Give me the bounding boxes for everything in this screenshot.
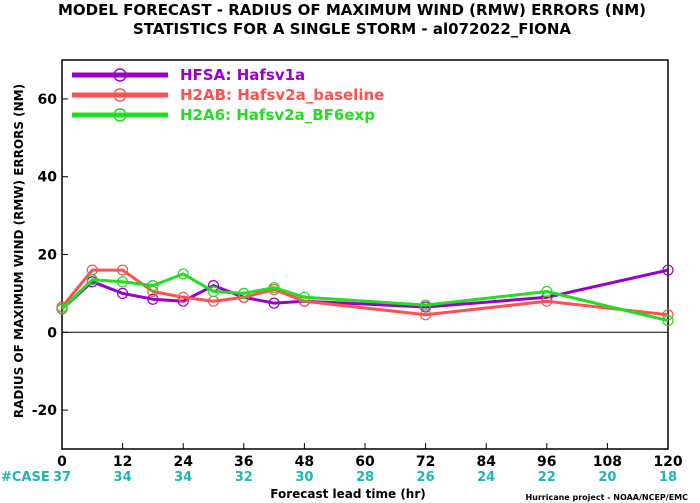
data-point — [207, 285, 220, 298]
legend-entry: H2AB: Hafsv2a_baseline — [180, 86, 384, 104]
y-tick-label: 60 — [38, 92, 58, 108]
y-tick-label: 40 — [38, 170, 58, 186]
legend-marker — [113, 88, 127, 102]
data-point — [238, 287, 250, 299]
case-label: #CASE — [1, 470, 50, 485]
case-count: 34 — [114, 470, 132, 485]
data-point — [116, 264, 129, 276]
legend-marker — [113, 108, 127, 122]
data-point — [147, 293, 159, 305]
data-point — [116, 276, 129, 288]
y-axis-label: RADIUS OF MAXIMUM WIND (RMW) ERRORS (NM) — [12, 84, 26, 418]
data-point — [268, 297, 280, 309]
plot-area: 0371234243436324830602872268424962210820… — [32, 59, 683, 485]
data-point — [268, 281, 280, 294]
case-count: 32 — [235, 470, 253, 485]
case-count: 28 — [356, 470, 374, 485]
case-count: 37 — [53, 470, 71, 485]
x-tick-label: 108 — [593, 454, 622, 470]
case-count: 24 — [477, 470, 495, 485]
y-tick-label: -20 — [32, 403, 58, 419]
legend-entry: HFSA: Hafsv1a — [180, 66, 305, 84]
x-tick-label: 48 — [295, 454, 314, 470]
data-point — [86, 274, 98, 286]
y-tick-label: 0 — [47, 325, 57, 341]
x-tick-label: 72 — [416, 454, 435, 470]
case-count: 30 — [295, 470, 313, 485]
case-count: 22 — [538, 470, 556, 485]
data-point — [662, 264, 674, 276]
series-line — [60, 268, 669, 317]
x-tick-label: 96 — [537, 454, 556, 470]
credit-text: Hurricane project - NOAA/NCEP/EMC — [525, 493, 688, 502]
x-axis-label: Forecast lead time (hr) — [270, 487, 426, 501]
data-point — [541, 285, 553, 298]
data-point — [298, 291, 310, 303]
x-tick-label: 24 — [173, 454, 193, 470]
x-tick-label: 0 — [57, 454, 67, 470]
case-count: 18 — [659, 470, 677, 485]
y-tick-label: 20 — [38, 248, 58, 264]
x-tick-label: 84 — [476, 454, 496, 470]
legend-entry: H2A6: Hafsv2a_BF6exp — [180, 106, 375, 124]
data-point — [177, 268, 189, 280]
data-point — [662, 315, 674, 327]
data-point — [177, 291, 189, 303]
data-point — [116, 287, 129, 299]
data-point — [147, 280, 159, 292]
chart-subtitle: STATISTICS FOR A SINGLE STORM - al072022… — [133, 20, 571, 38]
case-count: 20 — [598, 470, 616, 485]
x-tick-label: 120 — [653, 454, 682, 470]
x-tick-label: 36 — [234, 454, 253, 470]
case-count: 34 — [174, 470, 192, 485]
chart-title: MODEL FORECAST - RADIUS OF MAXIMUM WIND … — [58, 1, 646, 19]
case-count: 26 — [417, 470, 435, 485]
data-point — [420, 299, 432, 311]
x-tick-label: 12 — [113, 454, 132, 470]
legend-marker — [113, 68, 127, 82]
x-tick-label: 60 — [355, 454, 375, 470]
data-point — [56, 303, 68, 315]
